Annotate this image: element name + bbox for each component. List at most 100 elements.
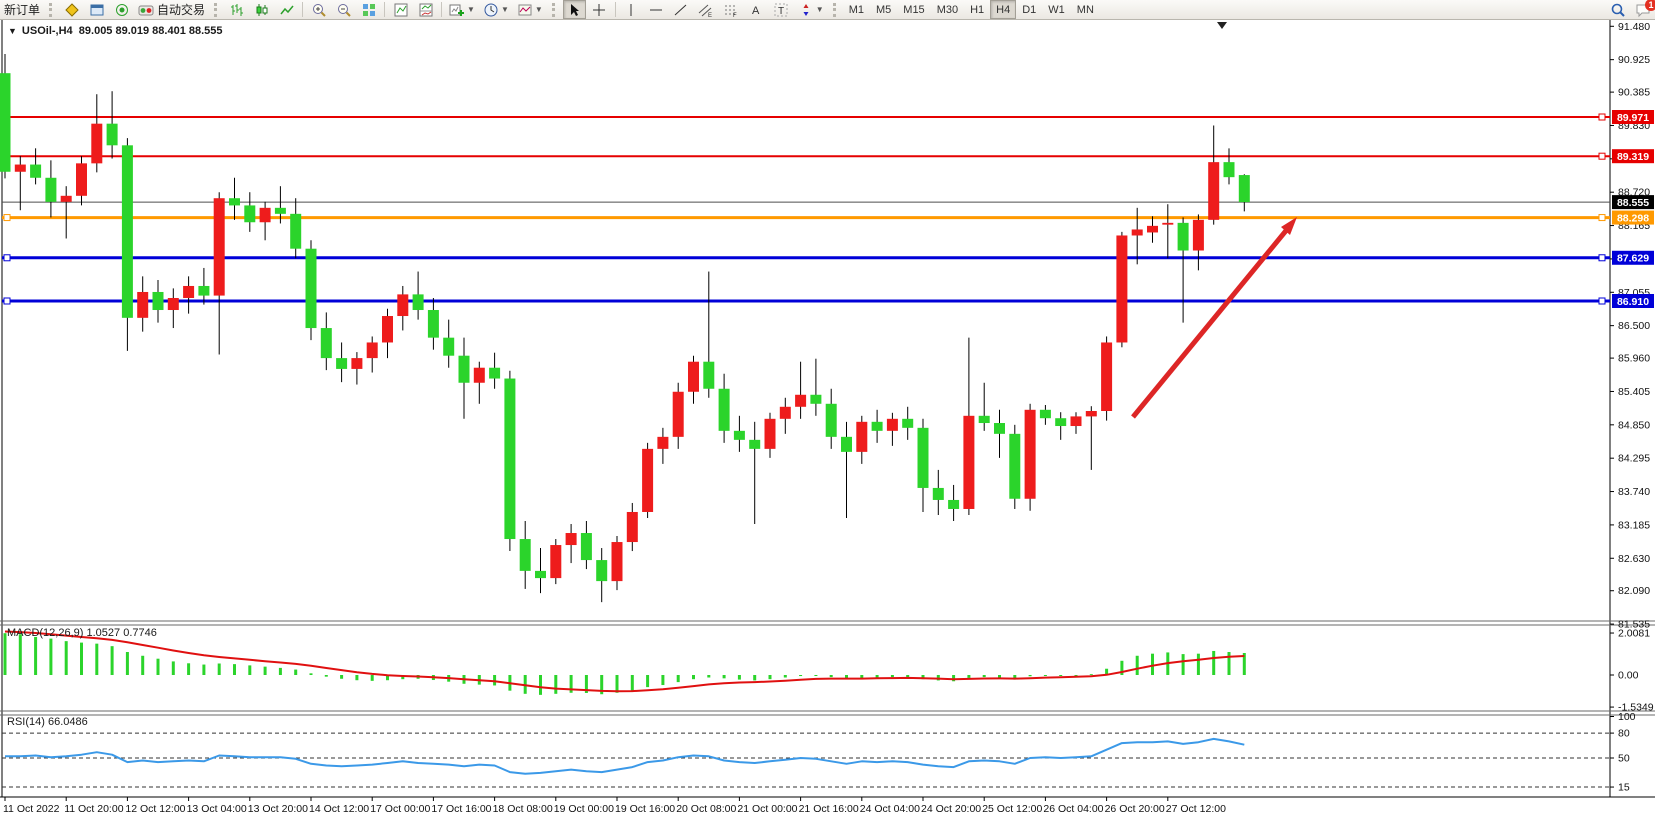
fibonacci-icon[interactable]: F xyxy=(720,0,743,19)
search-icon[interactable] xyxy=(1606,0,1629,19)
price-tick-label: 81.535 xyxy=(1618,619,1650,631)
timeframe-h4-button[interactable]: H4 xyxy=(990,0,1017,19)
line-endpoint-marker[interactable] xyxy=(3,254,11,262)
line-endpoint-marker[interactable] xyxy=(1598,214,1606,222)
text-icon[interactable]: A xyxy=(745,0,768,19)
candle-body xyxy=(121,145,133,318)
rsi-axis-label: 100 xyxy=(1618,711,1636,723)
macd-histogram-bar xyxy=(600,675,604,695)
cursor-icon[interactable] xyxy=(562,0,586,19)
timeframe-mn-button[interactable]: MN xyxy=(1076,3,1094,16)
line-endpoint-marker[interactable] xyxy=(1598,254,1606,262)
trend-arrow-annotation[interactable] xyxy=(1131,217,1297,419)
line-endpoint-marker[interactable] xyxy=(3,297,11,305)
trendline-icon[interactable] xyxy=(670,0,693,19)
toolbar-drag-handle[interactable] xyxy=(49,2,55,17)
equidistant-channel-icon[interactable]: E xyxy=(695,0,718,19)
candle-body xyxy=(1192,219,1204,251)
candle-body xyxy=(1162,222,1174,225)
add-indicator-icon[interactable]: ▼ xyxy=(446,0,478,19)
trend-arrow-head[interactable] xyxy=(1281,217,1297,235)
timeframe-m15-button[interactable]: M15 xyxy=(903,3,925,16)
macd-pane: 2.0081 0.00 -1.5349 xyxy=(3,628,1654,714)
toolbar-drag-handle[interactable] xyxy=(551,2,558,17)
new-indicator-window-icon[interactable] xyxy=(389,0,412,19)
candle-body xyxy=(779,406,791,419)
macd-histogram-bar xyxy=(906,675,910,678)
candle-body xyxy=(917,427,929,488)
price-tick-label: 82.090 xyxy=(1618,585,1650,597)
text-label-icon-glyph: T xyxy=(773,2,789,18)
zoom-in-icon[interactable] xyxy=(307,0,330,19)
auto-trading-button[interactable]: 自动交易 xyxy=(135,0,208,19)
rsi-axis-label: 80 xyxy=(1618,728,1630,740)
macd-indicator-label: MACD(12,26,9) 1.0527 0.7746 xyxy=(7,627,157,639)
toolbar-drag-handle[interactable] xyxy=(214,2,220,17)
candle-body xyxy=(932,487,944,500)
notification-badge: 1 xyxy=(1645,0,1655,11)
signals-icon[interactable] xyxy=(110,0,133,19)
symbol-dropdown-icon[interactable]: ▼ xyxy=(8,26,17,36)
bar-chart-icon[interactable] xyxy=(225,0,248,19)
macd-histogram-bar xyxy=(722,675,726,679)
candle-body xyxy=(290,213,302,249)
terminal-window-icon[interactable] xyxy=(85,0,108,19)
chevron-down-icon[interactable]: ▼ xyxy=(815,5,824,14)
line-chart-icon[interactable] xyxy=(275,0,298,19)
trend-arrow-line[interactable] xyxy=(1131,225,1291,419)
templates-icon[interactable]: ▼ xyxy=(514,0,546,19)
line-endpoint-marker[interactable] xyxy=(1598,297,1606,305)
macd-histogram-bar xyxy=(646,675,650,688)
candle-body xyxy=(489,367,501,379)
notifications-icon[interactable]: 1 xyxy=(1631,0,1655,19)
macd-histogram-bar xyxy=(860,675,864,679)
timeframe-m5-button[interactable]: M5 xyxy=(876,3,892,16)
line-endpoint-marker[interactable] xyxy=(3,214,11,222)
chevron-down-icon[interactable]: ▼ xyxy=(500,5,509,14)
candle-body xyxy=(1070,416,1082,427)
macd-histogram-bar xyxy=(401,675,405,680)
macd-histogram-bar xyxy=(814,675,818,676)
timeframe-m1-button[interactable]: M1 xyxy=(848,3,864,16)
chevron-down-icon[interactable]: ▼ xyxy=(467,5,475,14)
macd-histogram-bar xyxy=(967,675,971,678)
macd-histogram-bar xyxy=(1013,675,1017,680)
zoom-out-icon[interactable] xyxy=(332,0,355,19)
periods-icon[interactable]: ▼ xyxy=(480,0,512,19)
candle-body xyxy=(1177,222,1189,251)
line-endpoint-marker[interactable] xyxy=(1598,152,1606,160)
market-icon[interactable] xyxy=(60,0,83,19)
bar-chart-icon-glyph xyxy=(229,2,245,18)
vertical-line-icon[interactable] xyxy=(620,0,643,19)
symbol-ohlc-label[interactable]: ▼ USOil-,H4 89.005 89.019 88.401 88.555 xyxy=(8,25,223,37)
indicator-list-icon[interactable] xyxy=(414,0,437,19)
price-badge-89.971 xyxy=(1612,110,1654,124)
text-label-icon[interactable]: T xyxy=(770,0,793,19)
time-tick-label: 26 Oct 04:00 xyxy=(1043,803,1103,815)
candlestick-chart-icon[interactable] xyxy=(250,0,273,19)
crosshair-icon[interactable] xyxy=(588,0,611,19)
macd-histogram-bar xyxy=(171,661,175,675)
timeframe-h1-button[interactable]: H1 xyxy=(970,3,985,16)
candle-body xyxy=(580,533,592,561)
tile-windows-icon[interactable] xyxy=(357,0,380,19)
new-order-button[interactable]: 新订单 xyxy=(1,0,43,19)
equidistant-channel-icon-glyph: E xyxy=(698,2,714,18)
candle-body xyxy=(320,328,332,359)
horizontal-line-icon[interactable] xyxy=(645,0,668,19)
chart-shift-marker[interactable] xyxy=(1217,22,1227,29)
line-endpoint-marker[interactable] xyxy=(1598,113,1606,121)
macd-histogram-bar xyxy=(768,675,772,680)
candle-body xyxy=(733,430,745,440)
candle-body xyxy=(1101,342,1113,411)
toolbar-drag-handle[interactable] xyxy=(832,2,839,17)
timeframe-d1-button[interactable]: D1 xyxy=(1022,3,1037,16)
terminal-window-icon-glyph xyxy=(89,2,105,18)
timeframe-m30-button[interactable]: M30 xyxy=(936,3,959,16)
tile-windows-icon-glyph xyxy=(361,2,377,18)
arrows-icon[interactable]: ▼ xyxy=(795,0,827,19)
candle-body xyxy=(336,358,348,369)
timeframe-w1-button[interactable]: W1 xyxy=(1048,3,1065,16)
chevron-down-icon[interactable]: ▼ xyxy=(534,5,543,14)
macd-histogram-bar xyxy=(1212,650,1216,675)
